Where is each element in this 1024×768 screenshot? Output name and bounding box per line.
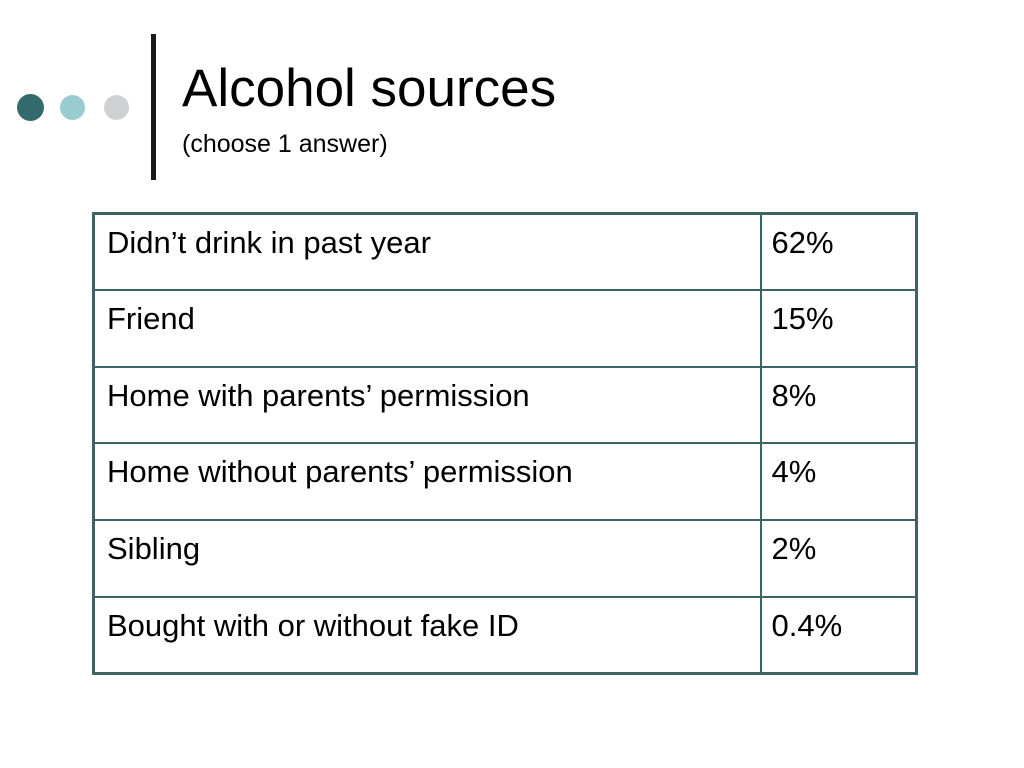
row-value: 2% [759, 519, 918, 598]
sources-table-container: Didn’t drink in past year 62% Friend 15%… [92, 212, 918, 675]
row-label: Bought with or without fake ID [92, 595, 762, 675]
table-row: Home without parents’ permission 4% [92, 442, 918, 522]
row-value: 8% [759, 365, 918, 445]
row-label: Sibling [92, 519, 762, 598]
row-value: 4% [759, 442, 918, 522]
row-value: 0.4% [759, 595, 918, 675]
row-label: Friend [92, 289, 762, 368]
table-row: Home with parents’ permission 8% [92, 365, 918, 445]
slide-subtitle: (choose 1 answer) [182, 130, 388, 158]
table-row: Bought with or without fake ID 0.4% [92, 595, 918, 675]
sources-table: Didn’t drink in past year 62% Friend 15%… [92, 212, 918, 675]
decorative-dot-light [60, 95, 85, 120]
row-value: 62% [759, 212, 918, 292]
table-row: Didn’t drink in past year 62% [92, 212, 918, 292]
table-row: Friend 15% [92, 289, 918, 368]
row-label: Home without parents’ permission [92, 442, 762, 522]
row-label: Didn’t drink in past year [92, 212, 762, 292]
decorative-dot-dark [17, 94, 44, 121]
row-value: 15% [759, 289, 918, 368]
slide-title: Alcohol sources [182, 59, 557, 118]
decorative-dot-gray [104, 95, 129, 120]
table-row: Sibling 2% [92, 519, 918, 598]
title-divider [151, 34, 156, 180]
row-label: Home with parents’ permission [92, 365, 762, 445]
